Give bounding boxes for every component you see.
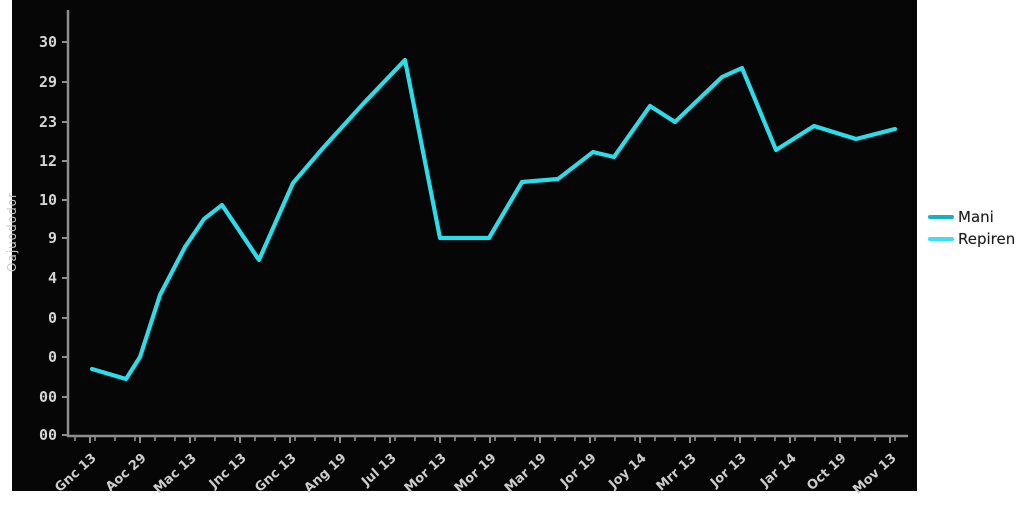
y-tick-label: 0 bbox=[48, 309, 57, 327]
y-tick-label: 30 bbox=[39, 33, 57, 51]
plot-background bbox=[12, 0, 917, 491]
legend-line-swatch-icon bbox=[928, 214, 954, 219]
y-tick-label: 0 bbox=[48, 348, 57, 366]
legend-item-label: Mani bbox=[958, 207, 994, 226]
legend-item: Mani bbox=[928, 207, 1015, 226]
data-line bbox=[89, 57, 898, 382]
y-tick-label: 00 bbox=[39, 388, 57, 406]
y-tick-label: 4 bbox=[48, 269, 57, 287]
y-tick-label: 29 bbox=[39, 73, 57, 91]
y-tick-label: 23 bbox=[39, 113, 57, 131]
y-tick-label: 00 bbox=[39, 426, 57, 444]
y-tick-label: 12 bbox=[39, 152, 57, 170]
legend-item-label: Repiren bbox=[958, 229, 1016, 248]
legend-item: Repiren bbox=[928, 229, 1015, 248]
chart-legend: Mani Repiren bbox=[928, 207, 1015, 248]
y-tick-label: 10 bbox=[39, 191, 57, 209]
legend-line-swatch-icon bbox=[928, 236, 954, 241]
y-tick-label: 9 bbox=[48, 229, 57, 247]
y-axis-title: Oajuododor bbox=[5, 192, 19, 272]
